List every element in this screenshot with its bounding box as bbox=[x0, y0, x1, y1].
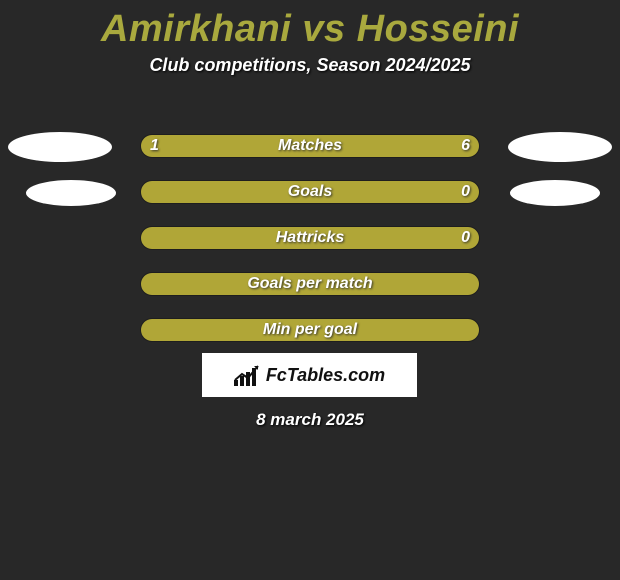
stat-row: Matches16 bbox=[0, 130, 620, 176]
stat-fill-left bbox=[141, 227, 479, 249]
date-label: 8 march 2025 bbox=[0, 410, 620, 430]
stat-fill-left bbox=[141, 273, 479, 295]
stat-fill-left bbox=[141, 319, 479, 341]
player-left-avatar bbox=[8, 132, 112, 162]
page-title: Amirkhani vs Hosseini bbox=[0, 0, 620, 51]
stat-track bbox=[140, 272, 480, 296]
logo-box: FcTables.com bbox=[202, 353, 417, 397]
stat-track bbox=[140, 134, 480, 158]
subtitle: Club competitions, Season 2024/2025 bbox=[0, 55, 620, 76]
player-left-avatar bbox=[26, 180, 116, 206]
stat-row: Goals0 bbox=[0, 176, 620, 222]
stat-track bbox=[140, 226, 480, 250]
comparison-rows: Matches16Goals0Hattricks0Goals per match… bbox=[0, 130, 620, 360]
stat-row: Hattricks0 bbox=[0, 222, 620, 268]
logo-text: FcTables.com bbox=[266, 365, 385, 386]
stat-track bbox=[140, 180, 480, 204]
stat-fill-left bbox=[141, 181, 479, 203]
player-right-avatar bbox=[508, 132, 612, 162]
player-right-avatar bbox=[510, 180, 600, 206]
stat-row: Goals per match bbox=[0, 268, 620, 314]
logo-chart-icon bbox=[234, 364, 260, 386]
stat-fill-left bbox=[141, 135, 189, 157]
stat-track bbox=[140, 318, 480, 342]
stat-fill-right bbox=[189, 135, 479, 157]
